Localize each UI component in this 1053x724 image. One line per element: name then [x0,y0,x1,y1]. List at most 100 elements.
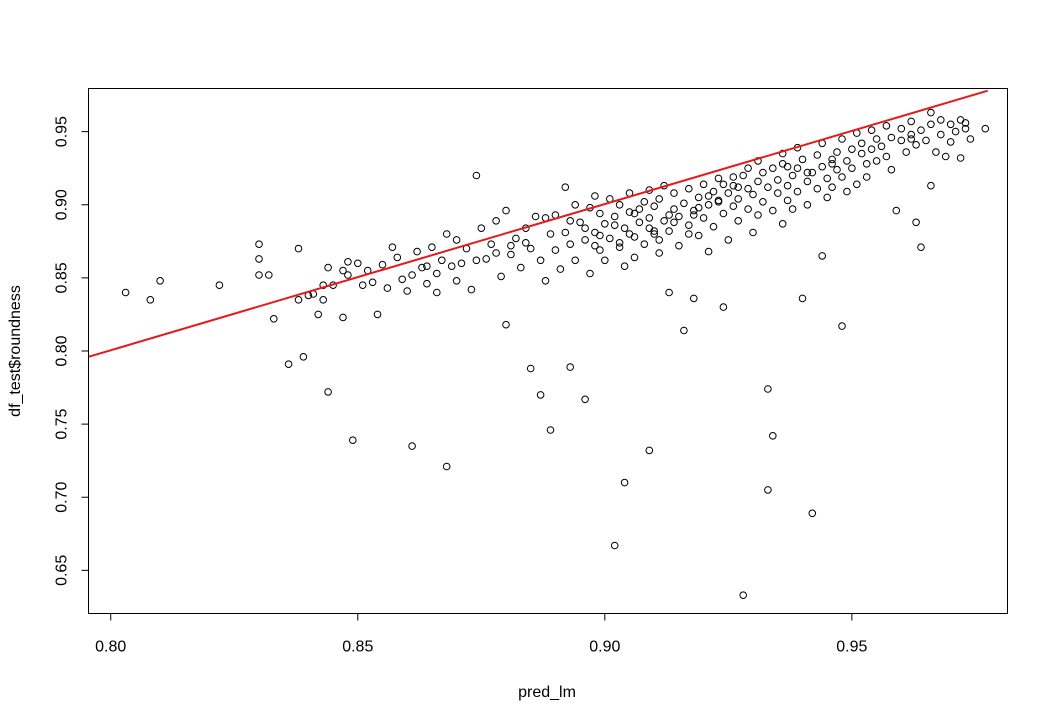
data-point [255,240,263,248]
data-point [704,201,713,209]
data-point [294,296,303,304]
data-point [808,168,817,177]
data-point [561,183,570,191]
data-point [339,313,347,322]
data-point [610,212,619,221]
data-point [838,322,846,330]
data-point [620,224,629,232]
data-point [704,192,713,200]
data-point [541,277,550,285]
data-point [774,189,782,197]
data-point [754,177,762,186]
data-point [793,164,802,172]
data-point [670,218,678,227]
data-point [452,277,461,285]
data-point [778,220,787,228]
data-point [502,320,510,329]
data-point [823,174,832,183]
data-point [857,139,866,148]
data-point [675,241,683,250]
data-point [853,180,861,189]
data-point [635,218,644,227]
data-point [645,214,654,222]
data-point [408,271,416,279]
data-point [650,227,659,235]
data-point [378,260,387,269]
data-point [324,388,332,396]
data-point [749,190,757,199]
data-point [581,224,589,232]
data-point [917,126,925,134]
data-point [783,162,792,171]
data-point [615,243,624,251]
data-point [640,198,649,206]
data-point [744,205,752,213]
data-point [265,271,273,279]
data-point [828,183,836,191]
data-point [670,189,678,197]
data-point [507,241,515,250]
data-point [526,244,535,253]
data-point [798,155,807,164]
data-point [714,174,723,183]
data-point [912,141,920,149]
data-point [630,253,639,262]
x-tick-label: 0.95 [836,639,867,656]
data-point [690,294,698,303]
data-point [828,155,836,164]
data-point [946,120,955,129]
data-point [808,509,817,518]
data-point [581,395,589,404]
data-point [907,135,916,143]
data-point [907,130,916,139]
data-point [744,164,752,172]
y-tick-label: 0.75 [54,408,71,439]
data-point [526,364,535,373]
data-point [872,135,881,143]
data-point [601,256,609,265]
data-point [724,236,733,244]
data-point [571,201,580,209]
data-point [314,310,323,319]
data-point [897,136,906,145]
data-point [739,171,748,180]
data-point [447,262,456,271]
points-layer [121,108,990,600]
data-point [368,278,377,287]
data-point [872,157,881,165]
data-point [615,239,624,247]
data-point [778,149,787,158]
data-point [482,255,491,263]
data-point [788,171,797,180]
x-tick-label: 0.85 [342,639,373,656]
data-point [433,288,441,297]
data-point [655,236,664,244]
data-point [472,171,481,180]
data-point [734,217,743,225]
data-point [882,152,891,161]
data-point [793,187,802,196]
data-point [383,284,392,292]
data-point [452,236,461,244]
data-point [512,234,520,243]
data-point [912,218,920,227]
data-point [887,133,896,142]
data-point [690,211,698,219]
data-point [255,255,263,263]
data-point [665,227,673,235]
data-point [699,214,708,222]
data-point [442,462,451,471]
data-point [897,124,906,133]
data-point [961,124,970,133]
data-point [591,241,599,250]
data-point [606,234,614,243]
data-point [591,192,599,200]
data-point [769,432,777,440]
data-point [531,212,540,221]
data-point [937,116,945,124]
data-point [843,187,851,196]
data-point [522,239,530,247]
data-point [393,253,402,262]
data-point [833,148,841,156]
data-point [517,263,525,272]
